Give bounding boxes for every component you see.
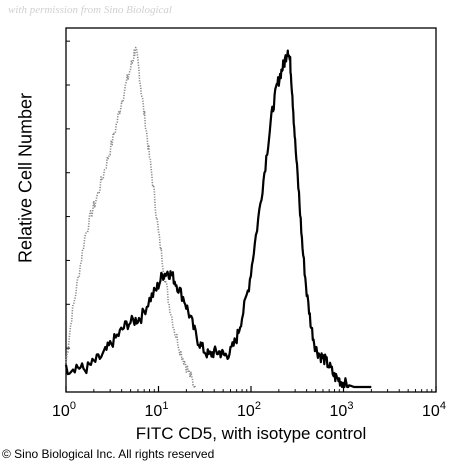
x-tick-label: 103: [330, 400, 354, 420]
copyright-credit: © Sino Biological Inc. All rights reserv…: [2, 447, 215, 461]
x-tick-label: 101: [145, 400, 169, 420]
cd5-histogram: [64, 49, 372, 389]
plot-frame: [65, 27, 437, 393]
x-tick-label: 102: [237, 400, 261, 420]
y-axis-label: Relative Cell Number: [15, 92, 36, 264]
x-axis-label: FITC CD5, with isotype control: [135, 424, 367, 443]
isotype-control-histogram: [65, 46, 197, 388]
x-tick-label: 100: [52, 400, 76, 420]
watermark-text: with permission from Sino Biological: [8, 4, 172, 16]
x-tick-label: 104: [422, 400, 446, 420]
